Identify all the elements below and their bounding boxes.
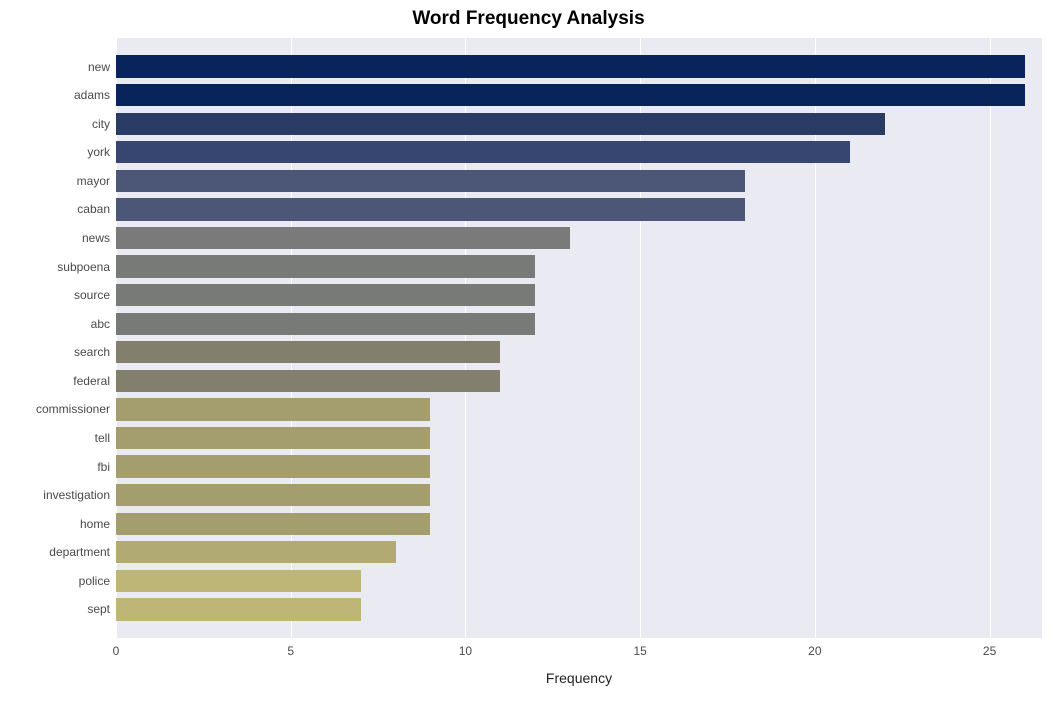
bar <box>116 370 500 392</box>
y-tick-label: sept <box>87 602 110 616</box>
y-tick-label: fbi <box>97 460 110 474</box>
y-tick-label: department <box>49 545 110 559</box>
x-tick-label: 20 <box>808 644 821 658</box>
bar <box>116 170 745 192</box>
y-tick-label: investigation <box>43 488 110 502</box>
y-tick-label: caban <box>77 202 110 216</box>
chart-container: Word Frequency Analysis 0 5 10 15 20 25 new ad… <box>0 0 1057 701</box>
y-tick-label: new <box>88 60 110 74</box>
y-tick-label: york <box>87 145 110 159</box>
chart-title: Word Frequency Analysis <box>0 8 1057 30</box>
bar <box>116 227 570 249</box>
y-tick-label: police <box>79 574 110 588</box>
bar <box>116 141 850 163</box>
bar <box>116 313 535 335</box>
bar <box>116 427 430 449</box>
bar <box>116 55 1025 77</box>
bar <box>116 455 430 477</box>
bar <box>116 113 885 135</box>
bar <box>116 484 430 506</box>
x-axis-label: Frequency <box>546 670 612 686</box>
x-tick-label: 25 <box>983 644 996 658</box>
bar <box>116 255 535 277</box>
x-tick-label: 5 <box>287 644 294 658</box>
plot-area <box>116 38 1042 638</box>
y-tick-label: mayor <box>77 174 110 188</box>
bar <box>116 284 535 306</box>
y-tick-label: news <box>82 231 110 245</box>
y-tick-label: city <box>92 117 110 131</box>
bar <box>116 541 396 563</box>
x-tick-label: 15 <box>633 644 646 658</box>
bar <box>116 341 500 363</box>
y-tick-label: search <box>74 345 110 359</box>
y-tick-label: abc <box>91 317 110 331</box>
bar <box>116 398 430 420</box>
y-tick-label: subpoena <box>57 260 110 274</box>
y-tick-label: commissioner <box>36 402 110 416</box>
bar <box>116 513 430 535</box>
bar <box>116 84 1025 106</box>
bar <box>116 570 361 592</box>
bar <box>116 198 745 220</box>
grid-line <box>990 38 991 638</box>
x-tick-label: 0 <box>113 644 120 658</box>
y-tick-label: source <box>74 288 110 302</box>
y-tick-label: home <box>80 517 110 531</box>
x-tick-label: 10 <box>459 644 472 658</box>
y-tick-label: tell <box>95 431 110 445</box>
bar <box>116 598 361 620</box>
y-tick-label: federal <box>73 374 110 388</box>
y-tick-label: adams <box>74 88 110 102</box>
